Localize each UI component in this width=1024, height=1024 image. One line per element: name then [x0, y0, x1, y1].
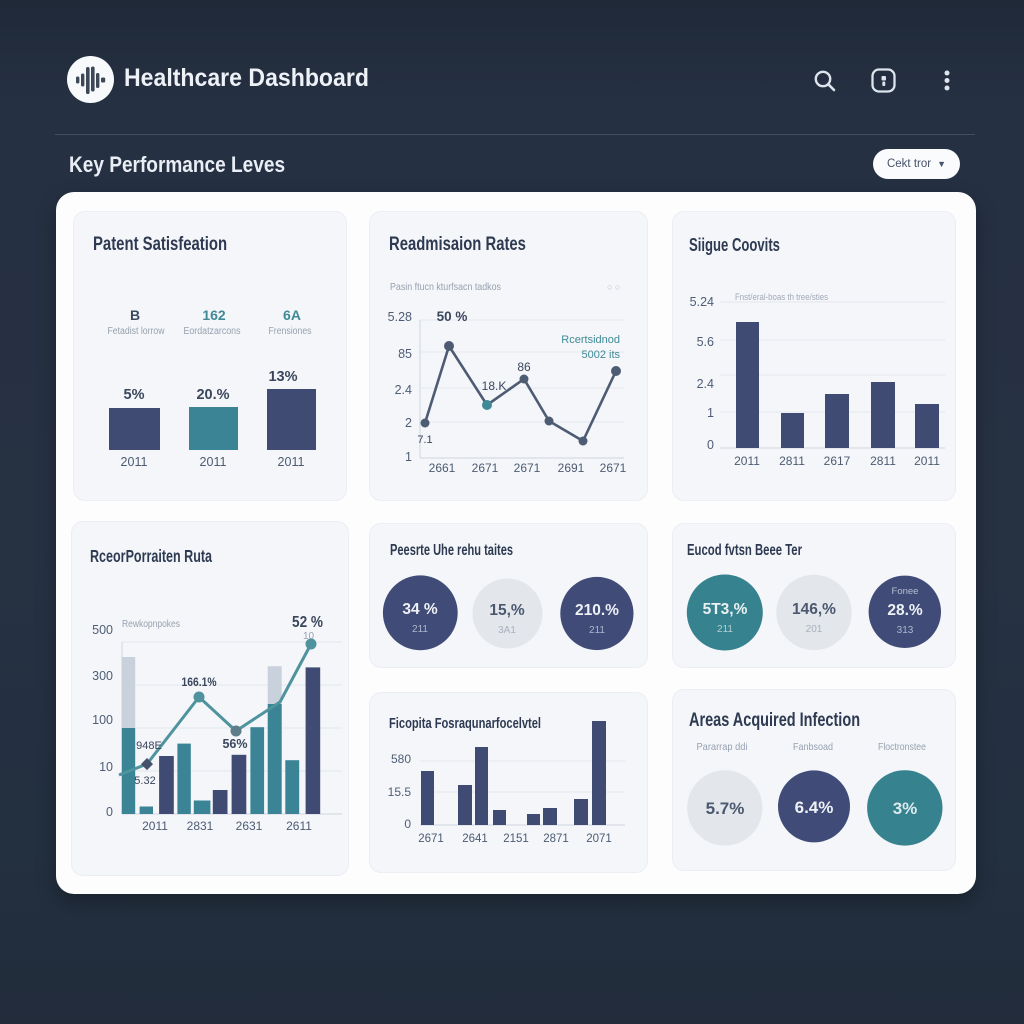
svg-text:580: 580 — [391, 752, 411, 766]
svg-text:7.1: 7.1 — [417, 434, 432, 446]
svg-text:5.28: 5.28 — [388, 310, 412, 324]
svg-text:2617: 2617 — [824, 454, 851, 468]
svg-text:948E: 948E — [136, 740, 162, 752]
svg-text:B: B — [130, 307, 140, 323]
svg-text:210.%: 210.% — [575, 602, 619, 619]
svg-text:2.4: 2.4 — [395, 383, 412, 397]
svg-text:Pararrap ddi: Pararrap ddi — [697, 741, 748, 753]
svg-text:211: 211 — [589, 625, 605, 636]
svg-text:5002 its: 5002 its — [581, 349, 620, 361]
svg-text:13%: 13% — [268, 369, 297, 385]
svg-text:0: 0 — [707, 438, 714, 452]
svg-text:300: 300 — [92, 669, 113, 683]
svg-text:52 %: 52 % — [292, 614, 323, 631]
svg-text:500: 500 — [92, 623, 113, 637]
svg-text:313: 313 — [897, 625, 914, 636]
svg-text:2661: 2661 — [429, 461, 456, 475]
svg-text:1: 1 — [707, 406, 714, 420]
svg-text:2671: 2671 — [600, 461, 627, 475]
svg-text:Frensiones: Frensiones — [269, 326, 312, 337]
svg-text:100: 100 — [92, 713, 113, 727]
svg-text:10: 10 — [99, 760, 113, 774]
svg-text:2631: 2631 — [236, 819, 263, 833]
svg-text:Rewkopnpokes: Rewkopnpokes — [122, 618, 180, 630]
svg-text:86: 86 — [517, 360, 531, 374]
svg-text:211: 211 — [412, 624, 428, 635]
svg-text:2671: 2671 — [418, 833, 444, 845]
svg-text:34 %: 34 % — [402, 601, 438, 618]
svg-text:2011: 2011 — [278, 455, 305, 469]
svg-text:56%: 56% — [222, 737, 247, 751]
svg-text:5.7%: 5.7% — [706, 799, 745, 818]
svg-text:0: 0 — [404, 817, 411, 831]
svg-text:2831: 2831 — [187, 819, 214, 833]
svg-text:201: 201 — [806, 624, 823, 635]
svg-text:2641: 2641 — [462, 833, 488, 845]
svg-text:2.4: 2.4 — [697, 377, 714, 391]
svg-text:2871: 2871 — [543, 833, 569, 845]
svg-text:2: 2 — [405, 416, 412, 430]
svg-text:15,%: 15,% — [489, 602, 525, 619]
svg-text:○ ○: ○ ○ — [607, 282, 620, 292]
svg-text:3%: 3% — [893, 799, 918, 818]
svg-text:Fetadist lorrow: Fetadist lorrow — [108, 326, 166, 337]
svg-text:2691: 2691 — [558, 461, 585, 475]
svg-text:6.4%: 6.4% — [795, 798, 834, 817]
svg-text:2011: 2011 — [121, 455, 148, 469]
svg-text:Pasin ftucn kturfsacn tadkos: Pasin ftucn kturfsacn tadkos — [390, 281, 501, 293]
svg-text:2671: 2671 — [514, 461, 541, 475]
svg-text:162: 162 — [202, 307, 226, 323]
svg-text:5.6: 5.6 — [697, 335, 714, 349]
svg-text:Fnst/eral-boas th tree/sties: Fnst/eral-boas th tree/sties — [735, 292, 828, 303]
svg-text:Floctronstee: Floctronstee — [878, 741, 926, 753]
svg-text:15.5: 15.5 — [388, 785, 412, 799]
svg-text:146,%: 146,% — [792, 601, 836, 618]
svg-text:0: 0 — [106, 805, 113, 819]
svg-text:2011: 2011 — [142, 819, 168, 833]
svg-text:85: 85 — [398, 347, 412, 361]
svg-text:Rcertsidnod: Rcertsidnod — [561, 334, 620, 346]
svg-text:Fonee: Fonee — [892, 586, 919, 597]
svg-text:3A1: 3A1 — [498, 625, 516, 636]
svg-text:2011: 2011 — [914, 454, 940, 468]
svg-text:18.K: 18.K — [482, 379, 507, 393]
svg-text:2011: 2011 — [734, 454, 760, 468]
svg-text:2151: 2151 — [503, 833, 529, 845]
svg-text:Eordatzarcons: Eordatzarcons — [184, 326, 241, 337]
svg-text:50 %: 50 % — [437, 309, 468, 324]
svg-text:10: 10 — [303, 631, 315, 642]
svg-text:5.32: 5.32 — [134, 775, 155, 787]
svg-text:166.1%: 166.1% — [182, 675, 217, 689]
svg-text:2611: 2611 — [286, 819, 312, 833]
svg-text:5%: 5% — [124, 387, 145, 403]
svg-text:2811: 2811 — [779, 454, 805, 468]
svg-text:1: 1 — [405, 450, 412, 464]
svg-text:2071: 2071 — [586, 833, 612, 845]
svg-text:2811: 2811 — [870, 454, 896, 468]
svg-text:28.%: 28.% — [887, 602, 923, 619]
svg-text:20.%: 20.% — [196, 387, 229, 403]
svg-text:5.24: 5.24 — [690, 295, 714, 309]
svg-text:2011: 2011 — [200, 455, 227, 469]
svg-text:5T3,%: 5T3,% — [703, 601, 748, 618]
svg-text:211: 211 — [717, 624, 733, 635]
svg-text:Fanbsoad: Fanbsoad — [793, 741, 833, 753]
svg-text:2671: 2671 — [472, 461, 499, 475]
svg-text:6A: 6A — [283, 307, 301, 323]
